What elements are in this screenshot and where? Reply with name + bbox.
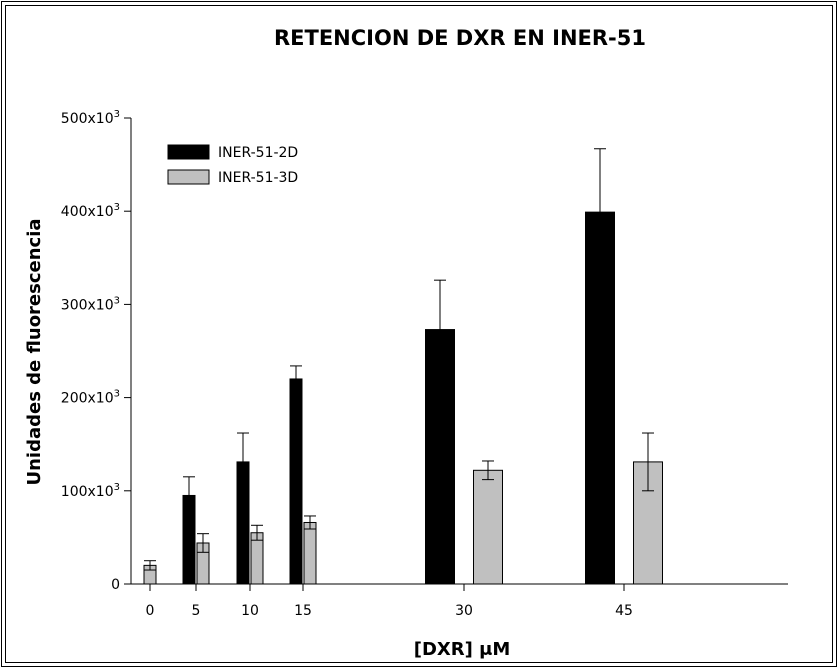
bar-iner-51-3d-30 [473, 469, 503, 585]
legend-label: INER-51-2D [218, 145, 298, 161]
x-tick-label: 10 [241, 603, 259, 619]
y-tick-label: 0 [111, 577, 120, 593]
y-tick-label: 200x103 [61, 389, 120, 407]
y-tick-label: 100x103 [61, 482, 120, 500]
y-tick-label: 500x103 [61, 109, 120, 127]
legend-label: INER-51-3D [218, 170, 298, 186]
inner-frame [5, 5, 833, 663]
plot-area: 0 100x103 200x103 300x103 400x103 500x103 0 5 10… [61, 109, 788, 619]
y-tick-label: 300x103 [61, 295, 120, 313]
legend: INER-51-2D INER-51-3D [167, 144, 298, 186]
x-tick-label: 45 [615, 603, 633, 619]
chart-title: RETENCION DE DXR EN INER-51 [274, 26, 646, 50]
legend-swatch-iner-51-3d [167, 169, 210, 185]
x-axis-title: [DXR] μM [414, 639, 511, 660]
y-tick-label: 400x103 [61, 202, 120, 220]
legend-swatch-iner-51-2d [167, 144, 210, 160]
x-tick-label: 15 [294, 603, 312, 619]
y-axis-title: Unidades de fluorescencia [24, 218, 45, 485]
x-tick-label: 30 [455, 603, 473, 619]
bar-iner-51-2d-15 [289, 378, 303, 585]
bar-iner-51-3d-15 [303, 521, 317, 585]
x-tick-label: 5 [192, 603, 201, 619]
x-tick-label: 0 [146, 603, 155, 619]
